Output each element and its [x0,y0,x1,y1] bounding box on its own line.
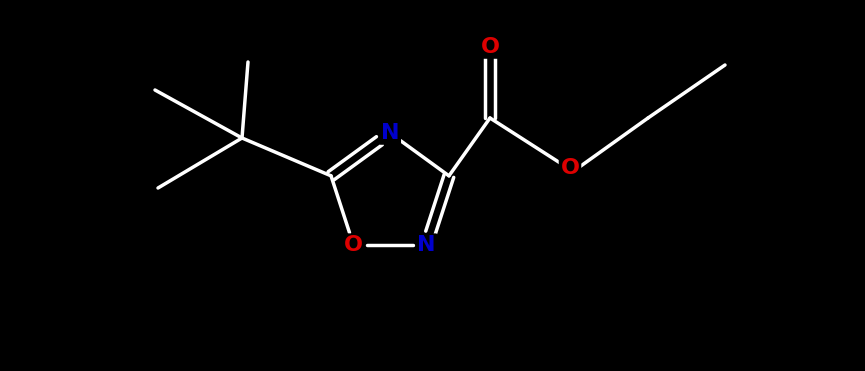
Text: O: O [480,37,499,57]
Text: O: O [561,158,580,178]
Text: N: N [381,123,400,143]
Text: N: N [417,235,436,255]
Text: O: O [344,235,363,255]
